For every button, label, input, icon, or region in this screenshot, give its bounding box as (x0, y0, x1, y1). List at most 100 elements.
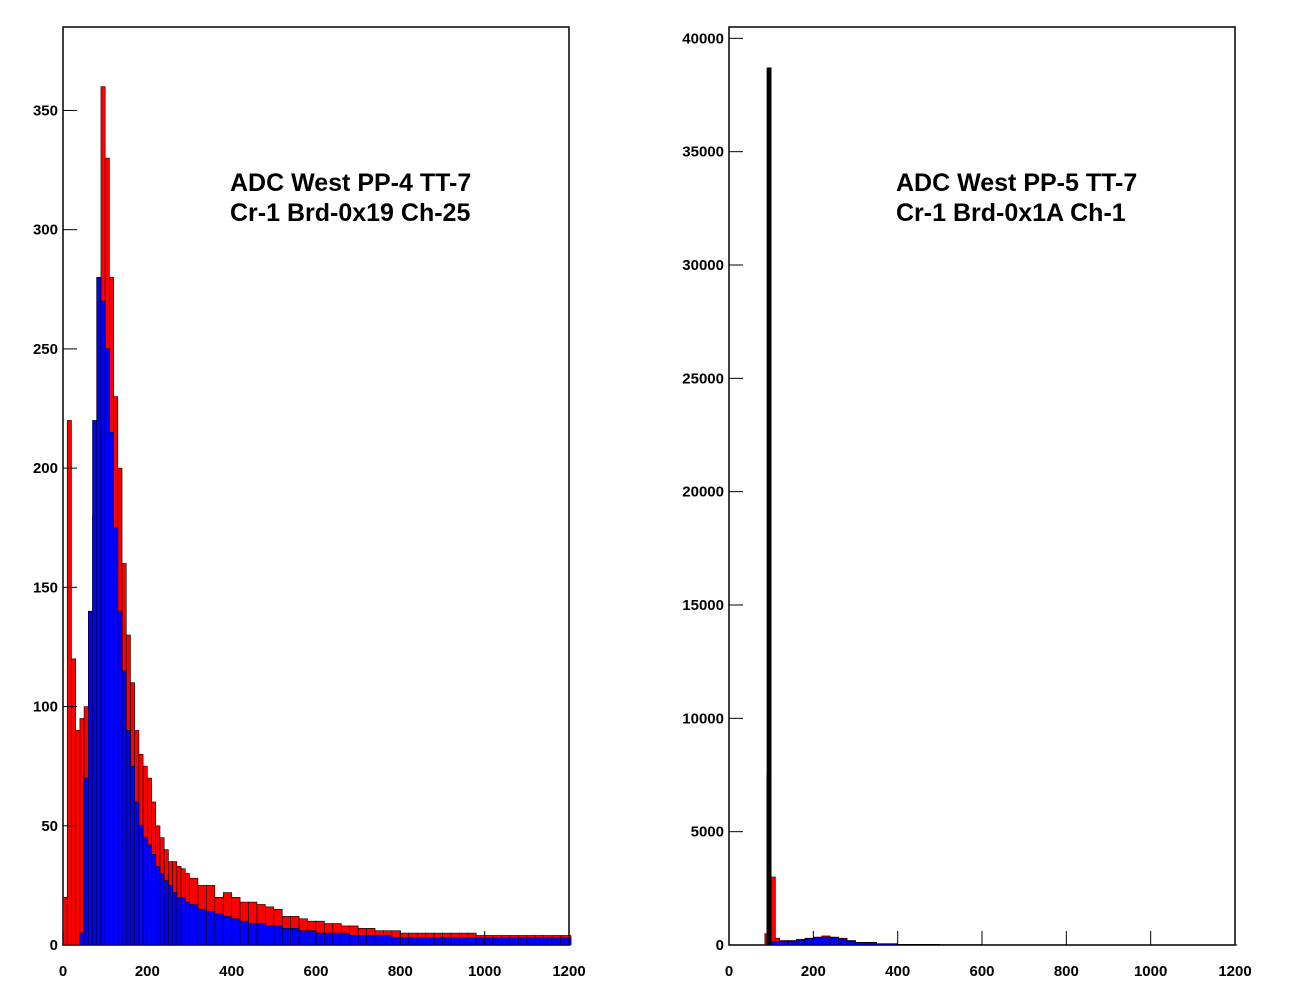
histogram-bar (829, 937, 839, 946)
histogram-bar (492, 937, 502, 946)
histogram-bar (298, 930, 308, 946)
histogram-bar (534, 937, 545, 946)
histogram-bar (518, 937, 528, 946)
histogram-bar (138, 825, 144, 946)
histogram-bar (813, 937, 823, 946)
histogram-bar (163, 880, 169, 946)
histogram-bar (340, 932, 351, 946)
histogram-bar (239, 920, 249, 946)
histogram-bar (159, 873, 165, 946)
histogram-bar (180, 897, 186, 946)
x-tick-label: 0 (59, 963, 67, 980)
histogram-bar (433, 937, 443, 946)
y-tick-label: 150 (33, 579, 58, 596)
histogram-bar (897, 944, 941, 946)
x-tick-label: 1000 (468, 963, 501, 980)
left-title-line-1: ADC West PP-4 TT-7 (230, 169, 471, 197)
y-tick-label: 250 (33, 341, 58, 358)
histogram-bar (117, 610, 123, 946)
left-histogram-bars (62, 86, 572, 946)
x-tick-label: 600 (969, 963, 994, 980)
histogram-bar (442, 937, 452, 946)
histogram-bar (172, 892, 178, 946)
histogram-bar (551, 937, 561, 946)
histogram-bar (109, 432, 114, 946)
x-tick-label: 600 (303, 963, 328, 980)
right-plot-frame (728, 26, 1236, 946)
histogram-bar (142, 837, 148, 946)
histogram-bar (366, 935, 376, 946)
histogram-bar (184, 901, 190, 946)
x-tick-label: 200 (801, 963, 826, 980)
histogram-bar (374, 935, 384, 946)
histogram-bar (151, 854, 157, 946)
histogram-bar (324, 932, 334, 946)
histogram-bar (248, 923, 258, 946)
histogram-bar (79, 718, 85, 946)
histogram-bar (357, 935, 367, 946)
histogram-bar (222, 916, 232, 946)
histogram-bar (315, 932, 325, 946)
histogram-bar (391, 937, 401, 946)
y-tick-label: 0 (716, 937, 724, 954)
y-tick-label: 35000 (682, 144, 724, 161)
histogram-bar (796, 939, 806, 946)
histogram-bar (543, 937, 553, 946)
x-tick-label: 1200 (552, 963, 585, 980)
x-tick-label: 1200 (1218, 963, 1251, 980)
histogram-bar (467, 937, 477, 946)
x-tick-label: 1000 (1134, 963, 1167, 980)
histogram-bar (79, 932, 85, 946)
histogram-bar (475, 937, 485, 946)
y-tick-label: 10000 (682, 710, 724, 727)
left-histogram-panel: 0 200 400 600 800 1000 1200 0 50 100 150 200 250 300 3… (33, 26, 586, 980)
histogram-bar (821, 936, 831, 946)
histogram-bar (787, 940, 797, 946)
histogram-bar (766, 67, 772, 946)
histogram-bar (416, 937, 426, 946)
right-histogram-panel: 0 200 400 600 800 1000 1200 0 5000 10000 15000 2000… (682, 26, 1252, 980)
y-tick-label: 200 (33, 460, 58, 477)
histogram-bar (425, 937, 435, 946)
y-tick-label: 25000 (682, 370, 724, 387)
histogram-bar (92, 420, 98, 946)
histogram-bar (484, 937, 494, 946)
histogram-bar (408, 937, 418, 946)
right-axes: 0 200 400 600 800 1000 1200 0 5000 10000 15000 2000… (682, 30, 1251, 980)
left-axes: 0 200 400 600 800 1000 1200 0 50 100 150 200 250 300 3… (33, 102, 586, 980)
y-tick-label: 5000 (691, 824, 724, 841)
histogram-bar (104, 348, 110, 946)
histogram-bar (155, 866, 161, 946)
histogram-bar (96, 277, 102, 946)
histogram-bar (273, 925, 283, 946)
histogram-bar (501, 937, 511, 946)
histogram-bar (770, 876, 776, 946)
right-title-line-1: ADC West PP-5 TT-7 (896, 169, 1137, 197)
x-tick-label: 200 (135, 963, 160, 980)
y-tick-label: 350 (33, 102, 58, 119)
left-title-line-2: Cr-1 Brd-0x19 Ch-25 (230, 199, 470, 227)
histogram-bar (775, 941, 780, 946)
histogram-bar (121, 670, 127, 946)
histogram-bar (66, 420, 72, 946)
histogram-bar (307, 930, 317, 946)
histogram-bar (281, 928, 291, 946)
histogram-bar (256, 923, 266, 946)
histogram-bar (231, 918, 241, 946)
x-tick-label: 400 (885, 963, 910, 980)
y-tick-label: 50 (41, 818, 58, 835)
histogram-bar (838, 938, 848, 946)
y-tick-label: 100 (33, 699, 58, 716)
histogram-bar (62, 897, 68, 946)
histogram-bar (876, 943, 898, 946)
y-tick-label: 30000 (682, 257, 724, 274)
histogram-bar (125, 730, 131, 946)
histogram-bar (764, 933, 768, 946)
histogram-bar (349, 935, 359, 946)
histogram-bar (560, 937, 570, 946)
histogram-bar (400, 937, 410, 946)
histogram-bar (71, 658, 76, 946)
x-tick-label: 800 (388, 963, 413, 980)
right-title-line-2: Cr-1 Brd-0x1A Ch-1 (896, 199, 1126, 227)
histogram-bar (855, 942, 877, 946)
